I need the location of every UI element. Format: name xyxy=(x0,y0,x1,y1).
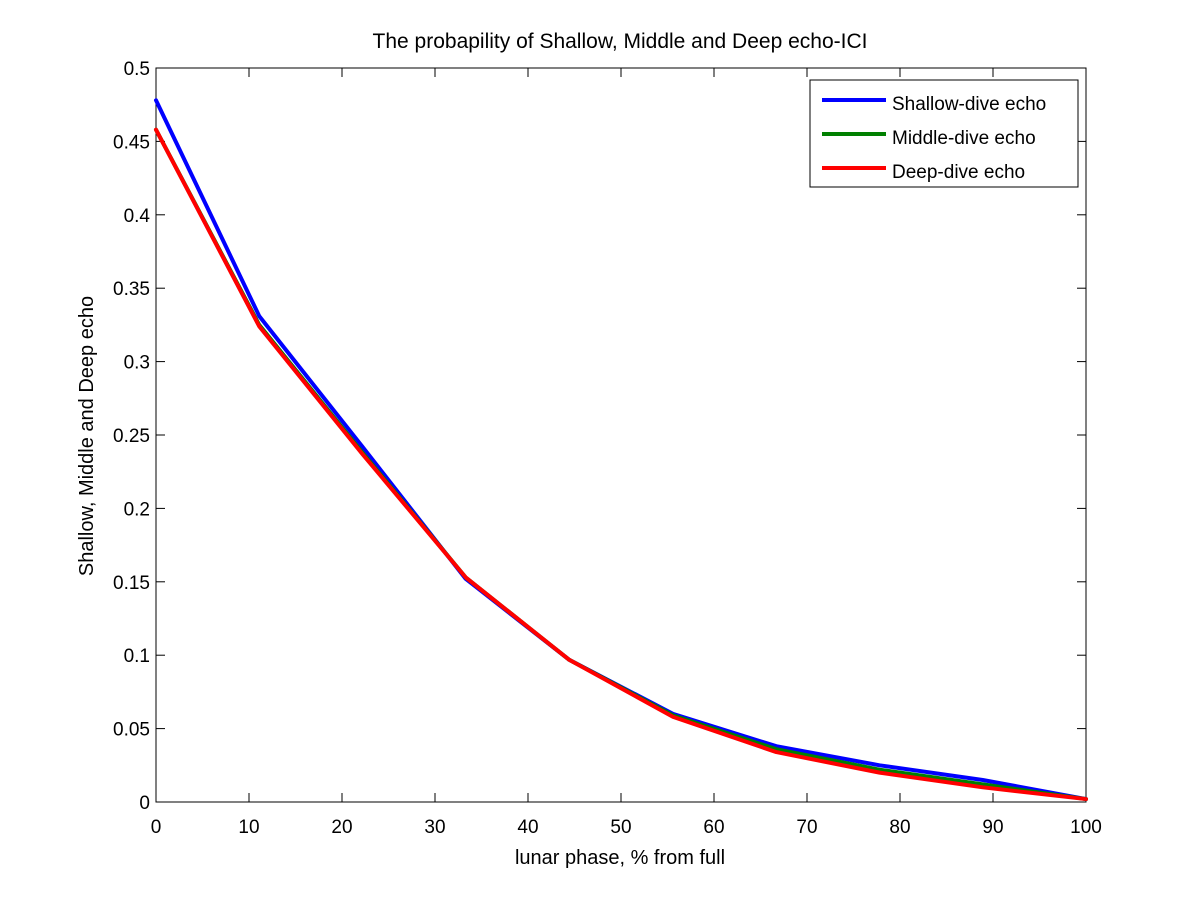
y-tick-label: 0.2 xyxy=(124,499,150,520)
x-tick-label: 10 xyxy=(238,817,259,838)
legend-label-shallow-dive-echo: Shallow-dive echo xyxy=(892,94,1046,115)
x-tick-label: 40 xyxy=(517,817,538,838)
y-tick-label: 0.25 xyxy=(113,426,150,447)
y-axis-title: Shallow, Middle and Deep echo xyxy=(76,296,98,576)
legend: Shallow-dive echo Middle-dive echo Deep-di… xyxy=(809,79,1079,188)
x-tick-label: 90 xyxy=(982,817,1003,838)
x-tick-label: 50 xyxy=(610,817,631,838)
y-tick-label: 0.5 xyxy=(124,59,150,80)
x-tick-label: 30 xyxy=(424,817,445,838)
x-tick-label: 80 xyxy=(889,817,910,838)
y-tick-label: 0.4 xyxy=(124,206,151,227)
axis-tick-labels: 0 10 20 30 40 50 60 70 80 90 100 0 0.05 0.1 0.15 0.2 0.2… xyxy=(113,59,1102,838)
y-tick-label: 0.05 xyxy=(113,720,150,741)
x-axis-title: lunar phase, % from full xyxy=(515,847,725,869)
y-tick-label: 0.1 xyxy=(124,646,150,667)
x-tick-label: 0 xyxy=(151,817,162,838)
x-tick-label: 100 xyxy=(1070,817,1102,838)
legend-label-middle-dive-echo: Middle-dive echo xyxy=(892,128,1036,149)
y-tick-label: 0.3 xyxy=(124,353,150,374)
y-tick-label: 0.35 xyxy=(113,279,150,300)
data-series xyxy=(154,98,1088,802)
y-tick-label: 0.15 xyxy=(113,573,150,594)
x-tick-label: 20 xyxy=(331,817,352,838)
y-tick-label: 0.45 xyxy=(113,132,150,153)
x-tick-label: 60 xyxy=(703,817,724,838)
chart-title: The probapility of Shallow, Middle and D… xyxy=(373,30,868,53)
legend-label-deep-dive-echo: Deep-dive echo xyxy=(892,162,1025,183)
x-tick-label: 70 xyxy=(796,817,817,838)
y-tick-label: 0 xyxy=(139,793,150,814)
series-line-deep-dive-echo xyxy=(154,127,1088,802)
legend-items: Shallow-dive echo Middle-dive echo Deep-di… xyxy=(822,94,1046,183)
